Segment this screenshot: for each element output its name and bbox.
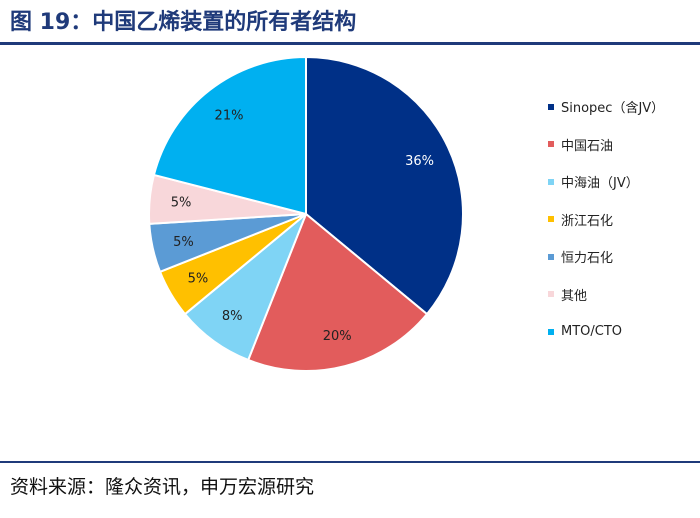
slice-label-0: 36% (405, 154, 434, 169)
chart-title: 图 19：中国乙烯装置的所有者结构 (10, 10, 357, 35)
legend-swatch-2 (548, 178, 554, 185)
legend-swatch-0 (548, 103, 554, 110)
pie-slice-6 (152, 55, 307, 216)
legend-item-6: MTO/CTO (548, 313, 664, 351)
legend-swatch-6 (548, 328, 554, 335)
legend-swatch-3 (548, 216, 554, 223)
legend-swatch-4 (548, 253, 554, 260)
source-note: 资料来源：隆众资讯，申万宏源研究 (10, 476, 315, 498)
title-divider (0, 42, 700, 45)
slice-label-1: 20% (323, 329, 352, 344)
pie-slice-1 (246, 212, 429, 372)
slice-label-2: 8% (222, 309, 243, 324)
legend-item-5: 其他 (548, 276, 664, 314)
footer-divider (0, 461, 700, 463)
legend-swatch-5 (548, 291, 554, 298)
legend-item-0: Sinopec（含JV） (548, 88, 664, 126)
chart-legend: Sinopec（含JV） 中国石油中海油（JV） 浙江石化恒力石化其他 MTO/CTO (548, 88, 664, 351)
legend-label-2: 中海油（JV） (561, 176, 639, 192)
legend-label-3: 浙江石化 (561, 213, 614, 229)
legend-label-5: 其他 (561, 288, 588, 304)
legend-item-2: 中海油（JV） (548, 163, 664, 201)
slice-label-6: 21% (215, 108, 244, 123)
slice-label-3: 5% (188, 271, 209, 286)
legend-swatch-1 (548, 141, 554, 148)
pie-slice-0 (305, 55, 464, 316)
slice-label-4: 5% (173, 235, 194, 250)
legend-item-3: 浙江石化 (548, 201, 664, 239)
legend-label-4: 恒力石化 (561, 251, 614, 267)
legend-item-1: 中国石油 (548, 126, 664, 164)
legend-label-6: MTO/CTO (561, 324, 623, 340)
legend-item-4: 恒力石化 (548, 238, 664, 276)
legend-label-1: 中国石油 (561, 138, 614, 154)
slice-label-5: 5% (171, 196, 192, 211)
legend-label-0: Sinopec（含JV） (561, 101, 665, 117)
